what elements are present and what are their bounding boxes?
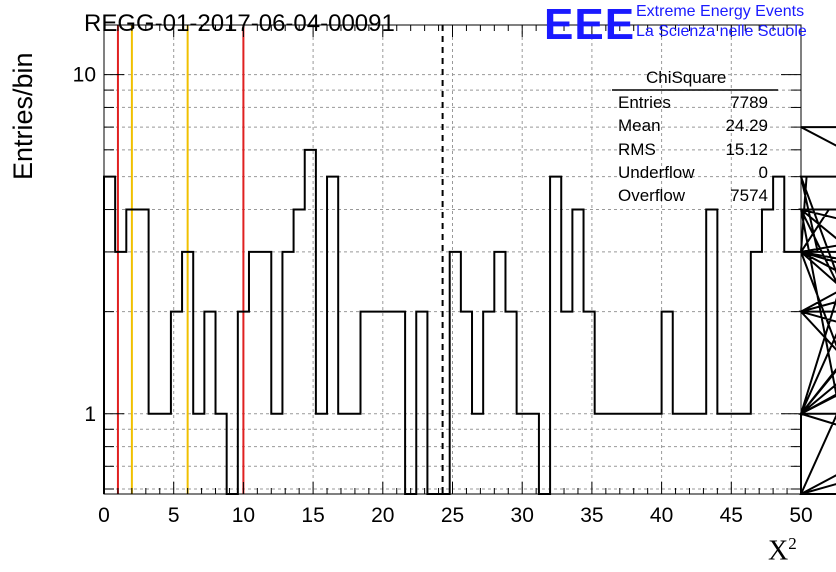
histogram-bin <box>639 414 650 494</box>
stat-mean-label: Mean <box>618 116 661 135</box>
histogram-bin <box>662 312 673 494</box>
stat-underflow-label: Underflow <box>618 163 695 182</box>
histogram-bin <box>494 252 505 494</box>
stats-box-title: ChiSquare <box>646 68 727 87</box>
x-tick-label: 15 <box>301 504 324 527</box>
histogram-bin <box>171 312 182 494</box>
histogram-bin <box>294 210 305 494</box>
histogram-bin <box>260 252 271 494</box>
histogram-bin <box>126 210 137 494</box>
eee-tagline-1: Extreme Energy Events <box>636 3 805 20</box>
histogram-bin <box>360 312 371 494</box>
stat-entries-label: Entries <box>618 93 671 112</box>
histogram-bin <box>182 252 193 494</box>
histogram-bin <box>238 312 249 494</box>
stat-rms-value: 15.12 <box>725 140 768 159</box>
histogram-bin <box>717 414 728 494</box>
x-tick-label: 25 <box>441 504 464 527</box>
histogram-bin <box>372 312 383 494</box>
histogram-bin <box>137 210 148 494</box>
histogram-bin <box>762 210 773 494</box>
x-tick-label: 35 <box>580 504 603 527</box>
histogram-bin <box>271 414 282 494</box>
histogram-bin <box>416 312 427 494</box>
x-tick-label: 20 <box>371 504 394 527</box>
histogram-bin <box>383 312 394 494</box>
histogram-bin <box>316 414 327 494</box>
eee-logo: EEE <box>544 0 636 49</box>
x-axis-label: X2 <box>768 534 797 567</box>
histogram-bin <box>349 414 360 494</box>
histogram-bin <box>561 312 572 494</box>
histogram-bin <box>572 210 583 494</box>
chart-title: REGG-01-2017-06-04-00091 <box>84 10 395 37</box>
histogram-bin <box>628 414 639 494</box>
x-tick-label: 10 <box>232 504 255 527</box>
axes: 0 5 10 15 20 25 30 35 40 45 50 1 10 <box>73 24 813 527</box>
x-tick-label: 30 <box>511 504 534 527</box>
x-tick-label: 45 <box>720 504 743 527</box>
stat-underflow-value: 0 <box>758 163 768 182</box>
histogram-bin <box>282 252 293 494</box>
histogram-bin <box>595 414 606 494</box>
histogram-bin <box>483 312 494 494</box>
stat-entries-value: 7789 <box>730 93 768 112</box>
stat-mean-value: 24.29 <box>725 116 768 135</box>
y-tick-label: 1 <box>84 403 96 426</box>
histogram-bin <box>617 414 628 494</box>
histogram-bin <box>706 210 717 494</box>
histogram-bin <box>394 312 405 494</box>
histogram-bin <box>327 177 338 494</box>
histogram-bin <box>517 414 528 494</box>
histogram-bin <box>204 312 215 494</box>
histogram-bin <box>216 414 227 494</box>
histogram-bin <box>115 252 126 494</box>
histogram-bin <box>650 414 661 494</box>
stat-overflow-value: 7574 <box>730 186 768 205</box>
reference-lines <box>116 25 444 494</box>
histogram-bin <box>684 414 695 494</box>
y-tick-label: 10 <box>73 64 96 87</box>
histogram-bin <box>461 312 472 494</box>
stat-rms-label: RMS <box>618 140 656 159</box>
x-tick-label: 0 <box>98 504 110 527</box>
histogram-series <box>103 126 836 495</box>
histogram-bin <box>584 312 595 494</box>
histogram-bin <box>528 414 539 494</box>
histogram-bin <box>249 252 260 494</box>
histogram-bin <box>740 414 751 494</box>
histogram-bin <box>450 252 461 494</box>
histogram-bin <box>673 414 684 494</box>
histogram-bin <box>193 414 204 494</box>
histogram-bin <box>751 252 762 494</box>
y-axis-label: Entries/bin <box>8 52 38 180</box>
histogram-bin <box>773 177 784 494</box>
histogram-bin <box>305 150 316 494</box>
histogram-bin <box>795 252 801 494</box>
x-tick-label: 40 <box>650 504 673 527</box>
histogram-bin <box>695 414 706 494</box>
histogram-bin <box>729 414 740 494</box>
x-tick-label: 5 <box>168 504 180 527</box>
histogram-bin <box>160 414 171 494</box>
histogram-bin <box>784 252 795 494</box>
histogram-bin <box>505 312 516 494</box>
stat-overflow-label: Overflow <box>618 186 686 205</box>
histogram-bin <box>550 177 561 494</box>
eee-tagline-2: La Scienza nelle Scuole <box>636 23 807 40</box>
histogram-bin <box>338 414 349 494</box>
histogram-bin <box>149 414 160 494</box>
histogram-bin <box>472 414 483 494</box>
x-tick-label: 50 <box>789 504 812 527</box>
histogram-bin <box>606 414 617 494</box>
